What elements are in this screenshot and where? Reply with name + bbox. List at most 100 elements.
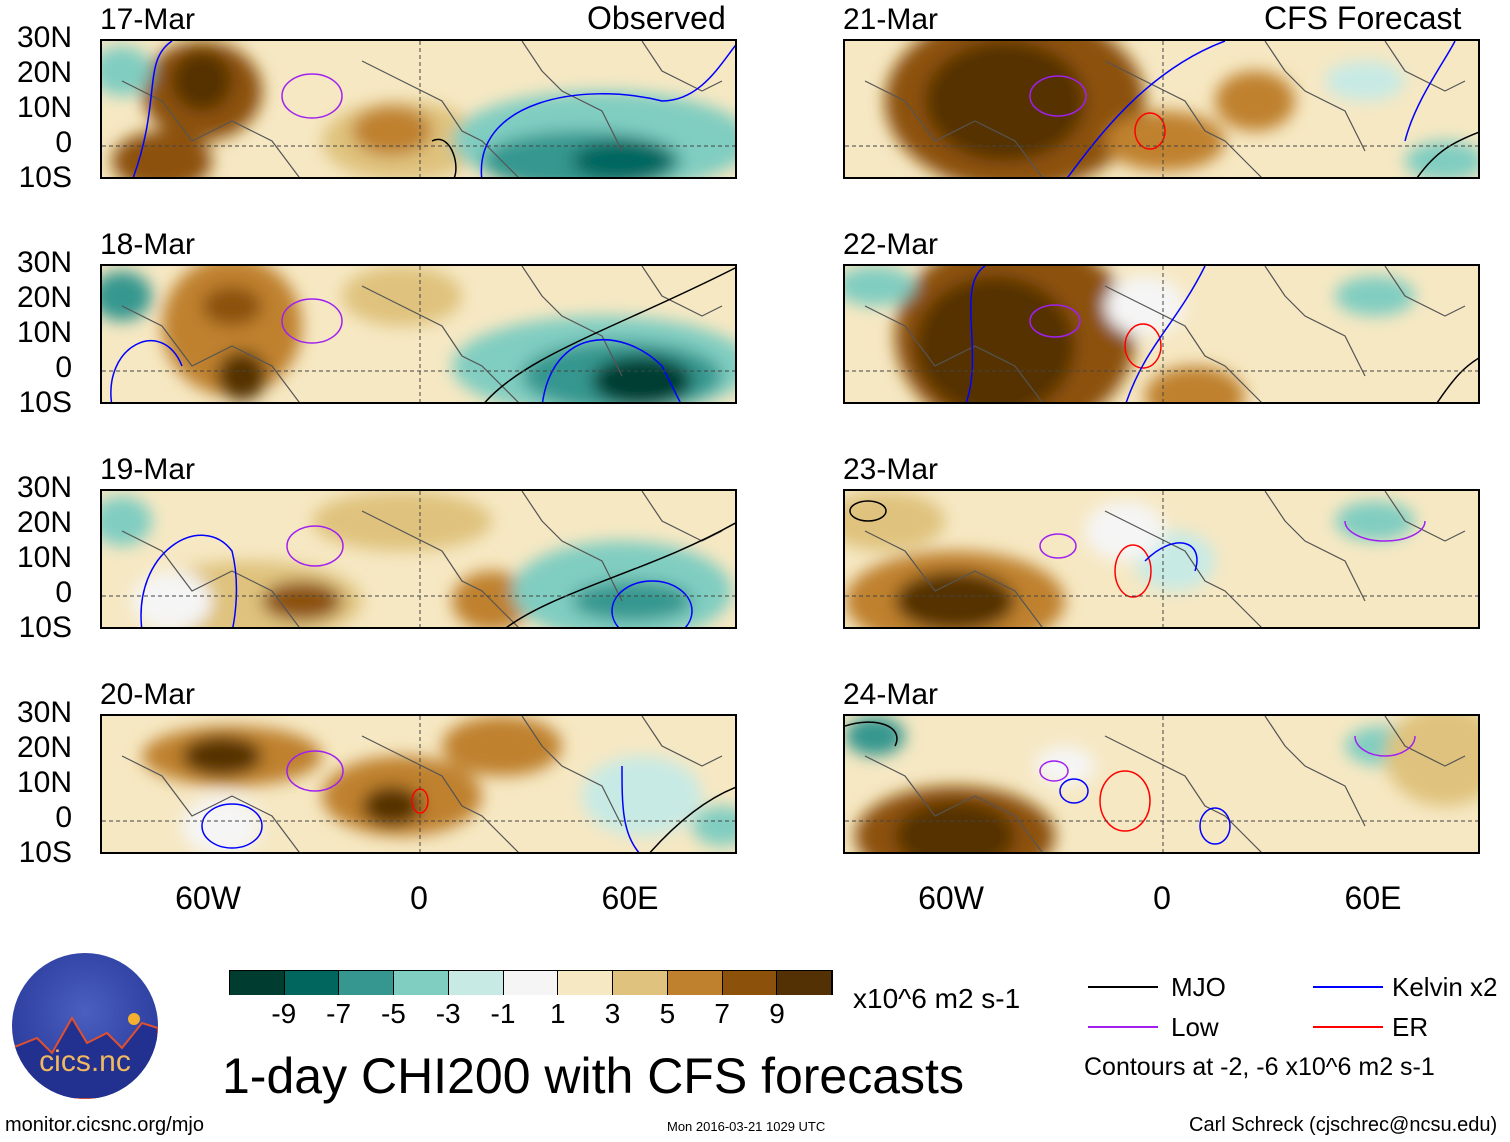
anomaly-region [1215, 71, 1295, 131]
panel-date: 19-Mar [100, 453, 196, 486]
coastline [121, 491, 723, 627]
contour-line [286, 750, 344, 792]
longitude-label: 60W [918, 880, 984, 916]
latitude-label: 30N [16, 246, 72, 279]
longitude-label: 60E [1344, 880, 1402, 916]
contour-line [845, 721, 898, 747]
latitude-label: 0 [55, 351, 72, 384]
map-panel [100, 39, 737, 179]
anomaly-region [182, 796, 262, 852]
latitude-label: 10S [18, 161, 72, 194]
anomaly-region [845, 716, 905, 756]
colorbar-swatch [394, 971, 449, 995]
coastline [121, 41, 723, 177]
colorbar-swatch [230, 971, 285, 995]
latitude-label: 10N [16, 541, 72, 574]
contour-line [1067, 41, 1226, 177]
contour-line [1416, 131, 1478, 177]
latitude-label: 0 [55, 576, 72, 609]
map-panel [843, 714, 1480, 854]
anomaly-region [582, 756, 702, 836]
contour-line [506, 522, 735, 627]
anomaly-region [1035, 746, 1095, 786]
contour-line [649, 786, 735, 852]
contour-line [281, 73, 343, 119]
colorbar-tick-label: 5 [659, 998, 676, 1029]
contour-line [1099, 770, 1151, 832]
colorbar-tick-label: -1 [490, 998, 516, 1029]
contour-line [480, 44, 735, 177]
latitude-label: 30N [16, 696, 72, 729]
anomaly-region [202, 286, 262, 326]
legend-er-label: ER [1392, 1012, 1429, 1042]
anomaly-region [572, 581, 692, 621]
contour-line [140, 534, 238, 627]
anomaly-region [1405, 141, 1478, 177]
contour-line [1199, 807, 1231, 845]
panel-date: 17-Mar [100, 3, 196, 36]
coastline [864, 491, 1466, 627]
coastline [864, 716, 1466, 852]
contour-line [849, 500, 887, 522]
panel-date: 23-Mar [843, 453, 939, 486]
map-panel [843, 39, 1480, 179]
coastline [864, 266, 1466, 402]
panel-date: 20-Mar [100, 678, 196, 711]
contour-line [1404, 41, 1456, 142]
legend-er-line [1313, 1026, 1383, 1028]
latitude-label: 30N [16, 21, 72, 54]
colorbar-swatch [339, 971, 395, 995]
colorbar-swatch [667, 971, 723, 995]
colorbar-tick-label: -3 [435, 998, 461, 1029]
longitude-label: 0 [410, 880, 428, 916]
colorbar-swatch [613, 971, 668, 995]
anomaly-region [102, 496, 152, 546]
anomaly-region [102, 271, 152, 321]
contour-line [110, 340, 183, 402]
colorbar-tick-label: -9 [271, 998, 297, 1029]
contour-line [484, 267, 735, 402]
contour-line [1039, 760, 1069, 782]
anomaly-region [102, 46, 152, 96]
anomaly-region [1145, 366, 1245, 402]
colorbar-tick-label: 9 [769, 998, 785, 1029]
panel-date: 21-Mar [843, 3, 939, 36]
colorbar-swatch [722, 971, 778, 995]
figure-title: 1-day CHI200 with CFS forecasts [222, 1048, 964, 1104]
anomaly-region [262, 581, 342, 621]
colorbar-tick-label: -7 [326, 998, 352, 1029]
anomaly-region [182, 736, 262, 776]
latitude-label: 10N [16, 91, 72, 124]
latitude-label: 20N [16, 281, 72, 314]
source-url[interactable]: monitor.cicsnc.org/mjo [5, 1114, 204, 1136]
map-panel [843, 489, 1480, 629]
panel-date: 24-Mar [843, 678, 939, 711]
contour-line [431, 138, 457, 177]
timestamp: Mon 2016-03-21 1029 UTC [667, 1119, 826, 1134]
colorbar-tick-label: 7 [714, 998, 730, 1029]
latitude-label: 10S [18, 386, 72, 419]
contour-line [411, 788, 429, 814]
anomaly-region [845, 491, 945, 551]
latitude-label: 0 [55, 801, 72, 834]
latitude-label: 20N [16, 56, 72, 89]
anomaly-region [1085, 501, 1165, 561]
legend-kelvin-label: Kelvin x2 [1392, 972, 1498, 1002]
contour-line [1144, 542, 1198, 572]
legend-low-line [1088, 1026, 1158, 1028]
longitude-label: 60E [601, 880, 659, 916]
longitude-label: 0 [1153, 880, 1171, 916]
latitude-label: 10N [16, 316, 72, 349]
contour-line [1125, 266, 1206, 402]
anomaly-region [692, 806, 735, 846]
contour-line [1029, 75, 1087, 117]
anomaly-region [132, 571, 212, 627]
anomaly-region [1385, 716, 1478, 806]
anomaly-region [592, 356, 692, 402]
contour-line [1344, 520, 1426, 542]
latitude-label: 10N [16, 766, 72, 799]
map-panel [100, 489, 737, 629]
latitude-label: 20N [16, 731, 72, 764]
colorbar-tick-label: -5 [380, 998, 406, 1029]
legend-kelvin-line [1313, 986, 1383, 988]
